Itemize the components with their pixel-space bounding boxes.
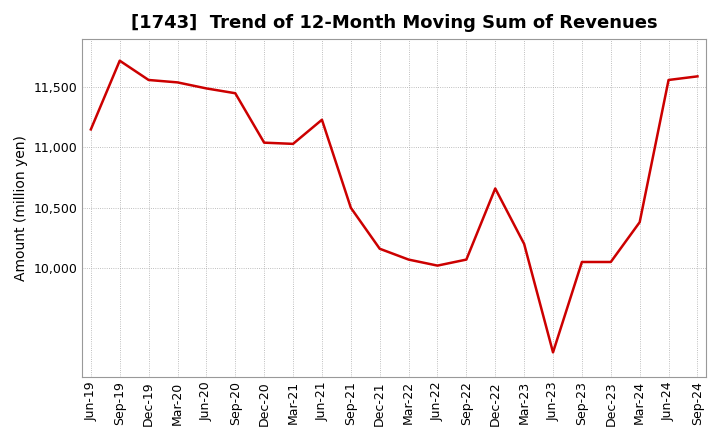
Title: [1743]  Trend of 12-Month Moving Sum of Revenues: [1743] Trend of 12-Month Moving Sum of R… <box>131 14 657 32</box>
Y-axis label: Amount (million yen): Amount (million yen) <box>14 135 28 281</box>
